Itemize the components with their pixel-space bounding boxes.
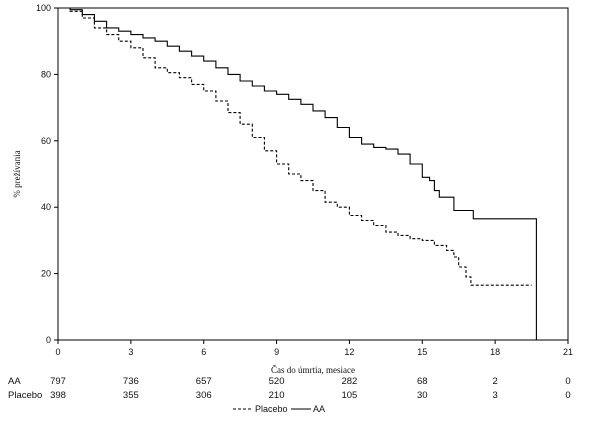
risk-value: 736 xyxy=(123,376,139,387)
y-axis-title: % prežívania xyxy=(12,150,22,197)
y-tick-label: 40 xyxy=(41,202,51,212)
risk-value: 2 xyxy=(492,376,497,387)
risk-row-label: Placebo xyxy=(8,390,42,401)
risk-row-label: AA xyxy=(8,376,21,387)
risk-value: 68 xyxy=(417,376,428,387)
risk-value: 0 xyxy=(565,390,570,401)
risk-value: 657 xyxy=(196,376,212,387)
series-line-placebo xyxy=(58,7,532,286)
y-tick-label: 0 xyxy=(46,335,51,345)
risk-value: 30 xyxy=(417,390,428,401)
risk-value: 0 xyxy=(565,376,570,387)
risk-value: 282 xyxy=(341,376,357,387)
x-tick-label: 18 xyxy=(490,347,500,357)
survival-curves xyxy=(58,7,537,340)
risk-value: 355 xyxy=(123,390,139,401)
x-tick-label: 9 xyxy=(274,347,279,357)
legend-aa-label: AA xyxy=(313,404,325,414)
x-tick-label: 15 xyxy=(417,347,427,357)
legend: Placebo AA xyxy=(233,404,325,414)
x-tick-label: 3 xyxy=(128,347,133,357)
x-axis: 0 3 6 9 12 15 18 21 xyxy=(55,340,573,357)
y-axis: 0 20 40 60 80 100 xyxy=(36,3,58,345)
y-tick-label: 100 xyxy=(36,3,51,13)
legend-placebo-label: Placebo xyxy=(255,404,288,414)
risk-value: 520 xyxy=(269,376,285,387)
x-tick-label: 12 xyxy=(344,347,354,357)
risk-value: 306 xyxy=(196,390,212,401)
risk-value: 797 xyxy=(50,376,66,387)
x-tick-label: 6 xyxy=(201,347,206,357)
x-tick-label: 0 xyxy=(55,347,60,357)
y-tick-label: 20 xyxy=(41,269,51,279)
plot-frame xyxy=(57,7,569,341)
risk-value: 105 xyxy=(341,390,357,401)
x-axis-title: Čas do úmrtia, mesiace xyxy=(271,365,355,375)
risk-value: 3 xyxy=(492,390,497,401)
y-tick-label: 80 xyxy=(41,69,51,79)
y-tick-label: 60 xyxy=(41,136,51,146)
number-at-risk-table: AA 797 736 657 520 282 68 2 0 Placebo 398 355 306 210… xyxy=(8,376,571,401)
risk-value: 398 xyxy=(50,390,66,401)
series-line-aa xyxy=(58,7,537,340)
x-tick-label: 21 xyxy=(563,347,573,357)
risk-value: 210 xyxy=(269,390,285,401)
